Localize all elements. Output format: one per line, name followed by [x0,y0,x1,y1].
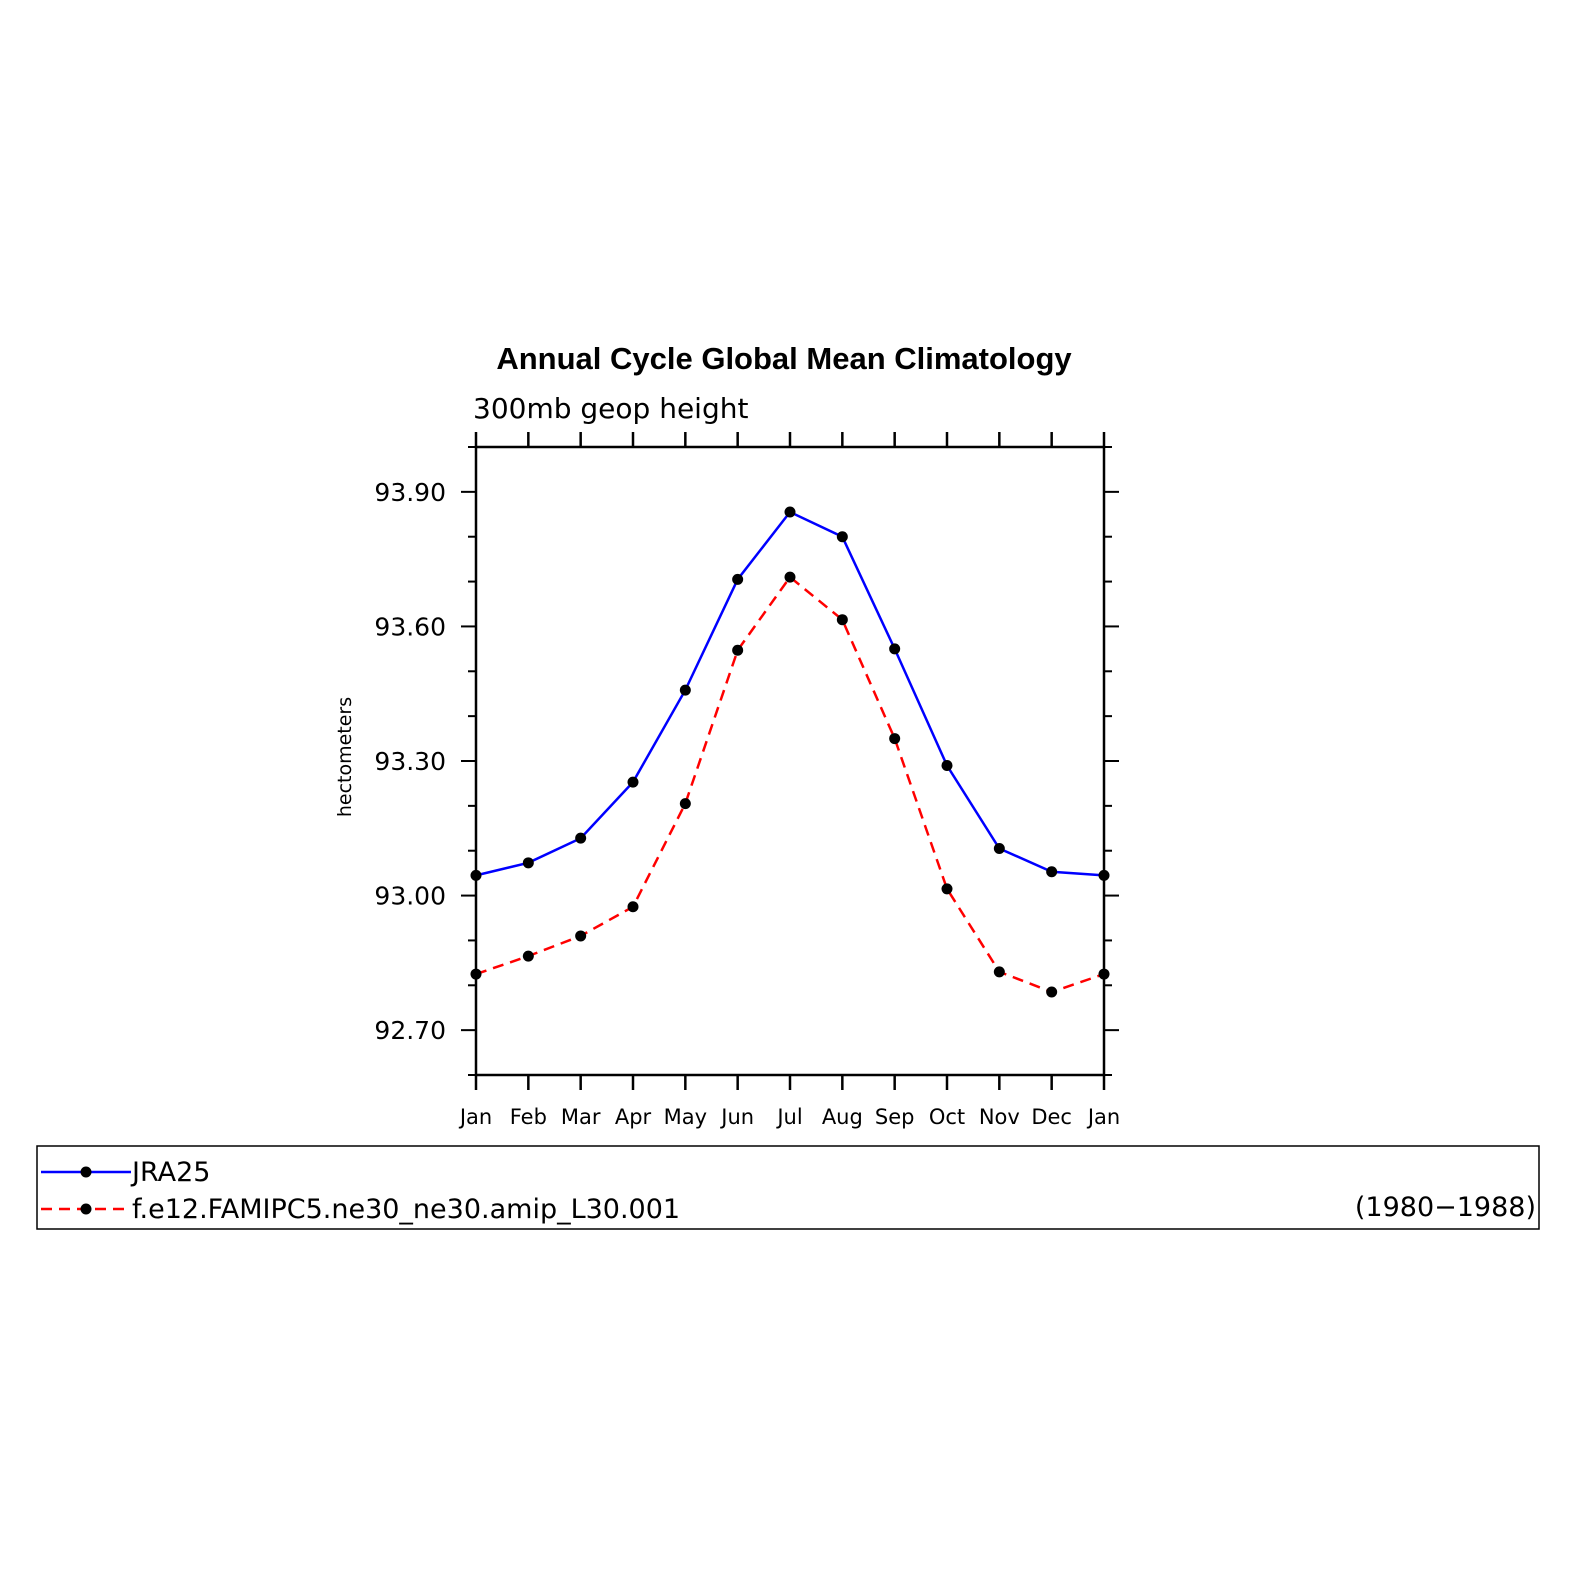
y-tick-label: 93.90 [374,478,446,507]
series-1-point [732,573,744,585]
series-1-point [575,832,587,844]
x-tick-label: Jun [719,1105,754,1129]
series-2-point [732,644,744,656]
series-2-point [941,883,953,895]
series-2-point [993,966,1005,978]
x-tick-label: Sep [875,1105,915,1129]
series-1-point [522,857,534,869]
x-tick-label: Jan [458,1105,492,1129]
x-tick-labels: Jan Feb Mar Apr May Jun Jul Aug Sep Oct Nov Dec Jan [458,1105,1120,1129]
x-tick-label: Dec [1031,1105,1072,1129]
chart-title: Annual Cycle Global Mean Climatology [496,341,1072,376]
series-2-point [836,614,848,626]
legend-marker-1 [80,1166,92,1178]
plot-frame [474,445,1106,1077]
x-tick-label: Jan [1086,1105,1120,1129]
legend: JRA25 f.e12.FAMIPC5.ne30_ne30.amip_L30.00… [36,1145,1540,1230]
series-2-point [627,901,639,913]
x-tick-label: Aug [822,1105,863,1129]
series-1-point [993,842,1005,854]
legend-marker-2 [80,1203,92,1215]
legend-period: (1980−1988) [1355,1192,1536,1223]
legend-label-2: f.e12.FAMIPC5.ne30_ne30.amip_L30.001 [132,1194,680,1225]
series-2-point [522,950,534,962]
series-lines [475,510,1105,994]
legend-label-1: JRA25 [130,1157,210,1188]
y-tick-label: 93.60 [374,612,446,641]
series-2-point [784,571,796,583]
y-tick-label: 92.70 [374,1016,446,1045]
series-2-point [1046,986,1058,998]
y-tick-labels: 93.90 93.60 93.30 93.00 92.70 [374,478,446,1045]
y-axis-label: hectometers [334,697,356,817]
series-1-point [941,759,953,771]
series-line-2 [475,575,1105,994]
legend-entries: JRA25 f.e12.FAMIPC5.ne30_ne30.amip_L30.00… [41,1157,680,1225]
chart-subtitle: 300mb geop height [473,392,748,425]
x-tick-label: Oct [929,1105,965,1129]
x-tick-label: Nov [979,1105,1020,1129]
series-2-point [679,798,691,810]
series-2-point [575,930,587,942]
y-tick-label: 93.30 [374,747,446,776]
x-tick-label: Mar [561,1105,601,1129]
x-tick-label: Apr [615,1105,652,1129]
series-line-1 [475,510,1105,877]
axis-ticks [461,432,1119,1090]
legend-box [36,1145,1540,1230]
series-markers [470,506,1110,998]
series-1-point [679,684,691,696]
series-2-point [889,733,901,745]
series-1-point [784,506,796,518]
y-tick-label: 93.00 [374,882,446,911]
x-tick-label: Jul [775,1105,802,1129]
series-1-point [889,643,901,655]
x-tick-label: May [664,1105,707,1129]
series-1-point [1046,866,1058,878]
series-1-point [836,531,848,543]
series-1-point [627,776,639,788]
x-tick-label: Feb [510,1105,547,1129]
